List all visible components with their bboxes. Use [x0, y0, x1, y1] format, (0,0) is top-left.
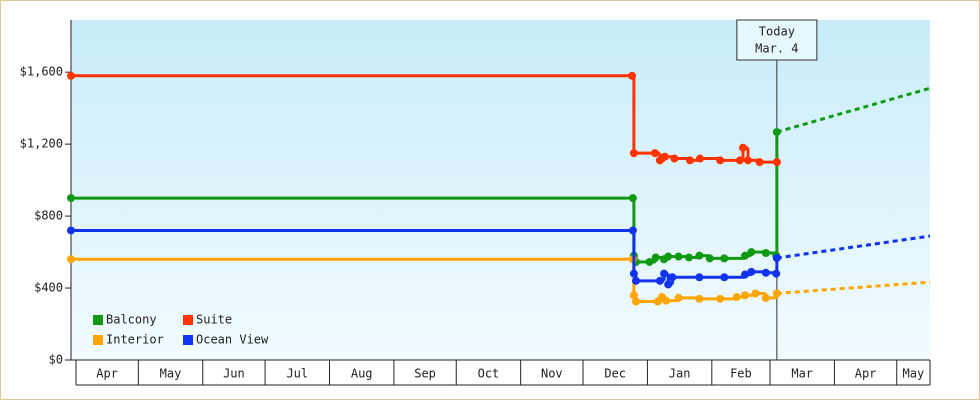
- point: [631, 297, 640, 306]
- point: [674, 293, 683, 302]
- x-tick-label: Feb: [730, 367, 752, 381]
- x-tick-label: Sep: [414, 367, 436, 381]
- legend-label: Suite: [196, 313, 232, 327]
- point: [755, 158, 764, 167]
- point: [741, 291, 750, 300]
- point: [664, 280, 673, 289]
- point: [668, 273, 677, 282]
- legend-swatch: [183, 335, 193, 345]
- projection-line: [776, 234, 931, 260]
- legend-label: Ocean View: [196, 333, 269, 347]
- point: [695, 294, 704, 303]
- y-tick-label: $400: [34, 281, 63, 295]
- today-label: Today: [759, 25, 795, 39]
- series: [67, 71, 781, 167]
- x-tick-label: Jan: [669, 367, 691, 381]
- x-tick-label: Nov: [541, 367, 563, 381]
- point: [67, 255, 75, 264]
- y-tick-label: $800: [34, 209, 63, 223]
- x-tick-label: Aug: [351, 367, 373, 381]
- y-tick-label: $0: [49, 353, 63, 367]
- point: [67, 71, 75, 80]
- point: [670, 154, 679, 163]
- legend-swatch: [183, 315, 193, 325]
- point: [631, 276, 640, 285]
- point: [741, 270, 750, 279]
- point: [628, 194, 637, 203]
- legend-swatch: [93, 335, 103, 345]
- legend-label: Interior: [106, 333, 164, 347]
- x-tick-label: May: [160, 367, 182, 381]
- point: [747, 267, 756, 276]
- y-tick-label: $1,600: [20, 65, 63, 79]
- today-label: Mar. 4: [755, 42, 798, 56]
- today-box: [736, 19, 818, 61]
- x-tick-label: Apr: [96, 367, 118, 381]
- point: [716, 156, 725, 165]
- series: [67, 255, 931, 306]
- point: [716, 294, 725, 303]
- point: [772, 128, 781, 137]
- point: [772, 289, 781, 298]
- point: [741, 251, 750, 260]
- series: [67, 226, 931, 289]
- point: [720, 273, 729, 282]
- point: [662, 296, 671, 305]
- point: [743, 156, 752, 165]
- point: [695, 273, 704, 282]
- point: [664, 252, 673, 261]
- point: [761, 248, 770, 257]
- point: [735, 156, 744, 165]
- point: [772, 158, 781, 167]
- point: [650, 149, 659, 158]
- point: [660, 269, 669, 278]
- projection-line: [776, 280, 931, 295]
- point: [732, 293, 741, 302]
- legend-label: Balcony: [106, 313, 157, 327]
- point: [772, 269, 781, 278]
- point: [645, 257, 654, 266]
- point: [660, 152, 669, 161]
- point: [761, 293, 770, 302]
- point: [628, 226, 637, 235]
- y-tick-label: $1,200: [20, 137, 63, 151]
- point: [684, 253, 693, 262]
- point: [738, 143, 747, 152]
- point: [629, 291, 638, 300]
- point: [695, 154, 704, 163]
- point: [629, 149, 638, 158]
- point: [629, 269, 638, 278]
- x-tick-label: Apr: [855, 367, 877, 381]
- point: [747, 248, 756, 257]
- point: [674, 252, 683, 261]
- point: [651, 253, 660, 262]
- point: [705, 254, 714, 263]
- point: [67, 194, 75, 203]
- legend-swatch: [93, 315, 103, 325]
- x-tick-label: Oct: [478, 367, 500, 381]
- point: [772, 254, 781, 262]
- point: [695, 251, 704, 260]
- x-tick-label: Mar: [791, 367, 813, 381]
- point: [720, 254, 729, 263]
- point: [67, 226, 75, 235]
- x-tick-label: Dec: [604, 367, 626, 381]
- x-tick-label: Jun: [223, 367, 245, 381]
- point: [655, 276, 664, 285]
- plot-area: [71, 20, 930, 360]
- point: [686, 156, 695, 165]
- x-tick-label: Jul: [286, 367, 308, 381]
- x-tick-label: May: [903, 367, 925, 381]
- point: [761, 268, 770, 277]
- point: [628, 71, 637, 80]
- point: [751, 289, 760, 298]
